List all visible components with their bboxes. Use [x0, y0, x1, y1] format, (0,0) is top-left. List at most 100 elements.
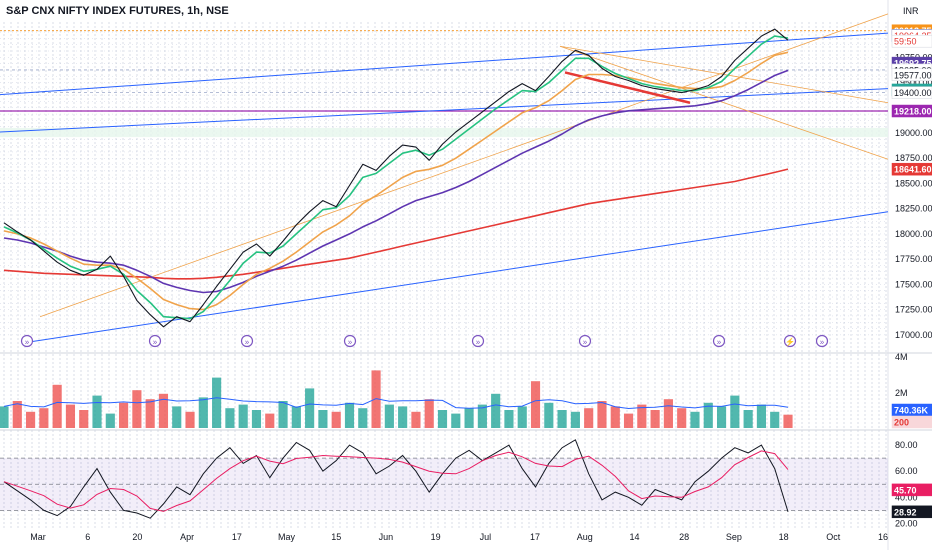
volume-bar — [158, 393, 169, 428]
volume-ma-line — [3, 397, 789, 410]
trendline-lower — [29, 211, 889, 343]
volume-bar — [504, 410, 514, 428]
volume-bar — [251, 410, 262, 428]
volume-bar — [637, 404, 647, 428]
x-tick-label: 15 — [331, 532, 341, 542]
volume-bar — [26, 411, 36, 428]
event-marker-icon[interactable] — [783, 334, 797, 348]
price-tag-bg — [891, 34, 932, 48]
x-tick-label: Oct — [826, 532, 841, 542]
event-marker-icon[interactable] — [471, 334, 485, 348]
volume-bar — [384, 404, 394, 428]
volume-bar — [517, 406, 527, 428]
volume-bar — [305, 388, 315, 428]
x-tick-label: Mar — [30, 532, 46, 542]
volume-bar — [119, 402, 129, 428]
series-line-price — [3, 28, 789, 328]
x-tick-label: 17 — [530, 532, 540, 542]
trendline-mid — [0, 88, 889, 133]
volume-bar — [39, 408, 49, 428]
volume-bar — [451, 413, 461, 428]
volume-bar — [398, 406, 408, 428]
price-tag-bg — [891, 104, 932, 118]
x-tick-label: 19 — [431, 532, 441, 542]
volume-bar — [105, 413, 115, 428]
event-marker-glyph: » — [820, 338, 825, 347]
price-tick-label: 18500.00 — [895, 178, 932, 188]
volume-bar — [65, 404, 76, 428]
volume-bar — [570, 411, 580, 428]
event-marker-icon[interactable] — [148, 334, 162, 348]
price-tag: 19577.00 — [894, 70, 932, 80]
rsi-tick-label: 20.00 — [895, 518, 918, 528]
fib-fan-line — [559, 45, 889, 160]
volume-bar — [265, 413, 275, 428]
volume-bar — [0, 406, 9, 428]
volume-bar — [557, 410, 567, 428]
x-tick-label: Sep — [726, 532, 742, 542]
rsi-tag-bg — [891, 505, 932, 519]
rsi-tag-bg — [891, 483, 932, 497]
volume-baseline-tag-bg — [891, 415, 932, 429]
volume-bar — [318, 410, 328, 428]
x-tick-label: May — [278, 532, 296, 542]
event-marker-glyph: » — [153, 338, 158, 347]
x-tick-label: 14 — [629, 532, 639, 542]
price-tick-label: 17000.00 — [895, 330, 932, 340]
volume-bar — [703, 402, 713, 428]
price-tick-label: 18000.00 — [895, 229, 932, 239]
price-tag: 19400.00 — [894, 88, 932, 98]
volume-bar — [663, 399, 673, 428]
fib-fan-line — [559, 45, 889, 104]
event-marker-icon[interactable] — [240, 334, 254, 348]
rsi-tag: 45.70 — [894, 485, 917, 495]
price-tag-bg — [891, 162, 932, 176]
price-tick-label: 18750.00 — [895, 153, 932, 163]
volume-tick-label: 4M — [895, 352, 908, 362]
volume-bar — [597, 401, 607, 428]
x-tick-label: 20 — [132, 532, 142, 542]
downtrend-drawing — [564, 71, 691, 104]
event-marker-icon[interactable] — [578, 334, 592, 348]
price-tick-label: 19000.00 — [895, 128, 932, 138]
event-marker-icon[interactable] — [815, 334, 829, 348]
event-marker-icon[interactable] — [20, 334, 34, 348]
trendline-upper — [0, 32, 889, 96]
x-tick-label: 28 — [679, 532, 689, 542]
x-tick-label: Apr — [180, 532, 194, 542]
x-tick-label: 18 — [779, 532, 789, 542]
volume-bar — [716, 406, 727, 428]
event-marker-glyph: » — [583, 338, 588, 347]
volume-bar — [437, 410, 448, 428]
x-tick-label: Jul — [480, 532, 492, 542]
x-tick-label: Aug — [577, 532, 593, 542]
volume-last-tag: 740.36K — [894, 406, 929, 416]
volume-bar — [331, 411, 341, 428]
volume-bar — [344, 402, 355, 428]
volume-tick-label: 2M — [895, 388, 908, 398]
volume-bar — [756, 404, 766, 428]
volume-bar — [464, 408, 474, 428]
volume-bar — [291, 406, 301, 428]
event-marker-icon[interactable] — [712, 334, 726, 348]
rsi-tick-label: 60.00 — [895, 466, 918, 476]
volume-bar — [92, 395, 102, 428]
volume-bar — [198, 397, 208, 428]
event-marker-glyph: ⚡ — [785, 337, 795, 347]
volume-bar — [132, 390, 142, 428]
support-zone — [0, 127, 888, 138]
volume-bar — [491, 393, 501, 428]
volume-bar — [690, 411, 700, 428]
volume-bar — [544, 402, 554, 428]
volume-bar — [610, 406, 620, 428]
volume-bar — [185, 411, 195, 428]
volume-bar — [358, 408, 368, 428]
price-tick-label: 19500.00 — [895, 78, 932, 88]
rsi-tag: 28.92 — [894, 507, 917, 517]
volume-bar — [172, 406, 182, 428]
volume-bar — [411, 411, 421, 428]
volume-bar — [730, 395, 740, 428]
price-tick-label: 17750.00 — [895, 254, 932, 264]
event-marker-icon[interactable] — [343, 334, 357, 348]
